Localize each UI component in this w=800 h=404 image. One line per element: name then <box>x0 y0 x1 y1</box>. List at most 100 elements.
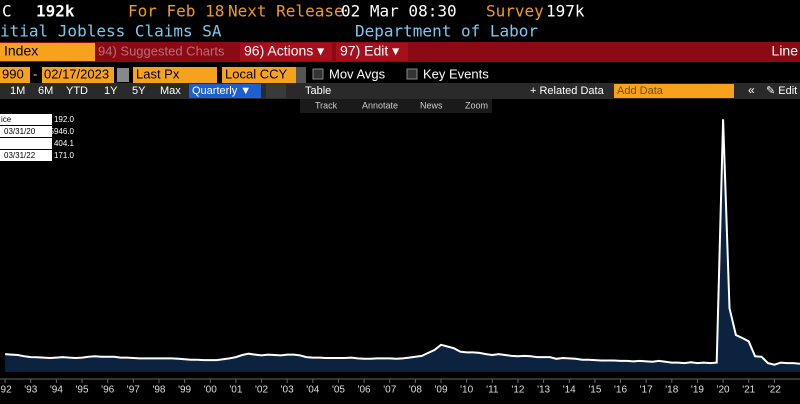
actions-label[interactable]: 96) Actions ▾ <box>244 43 324 59</box>
legend-cell: 192.0 <box>54 115 75 124</box>
checkbox[interactable] <box>406 68 418 80</box>
x-tick-label: '07 <box>383 385 396 396</box>
legend-cell: 404.1 <box>54 139 75 148</box>
x-tick-label: '03 <box>281 385 294 396</box>
field-label[interactable]: Last Px <box>136 66 180 81</box>
x-tick-label: '14 <box>563 385 576 396</box>
for-label: For Feb 18 <box>128 2 224 21</box>
range-button[interactable]: 6M <box>38 85 53 97</box>
tool-button[interactable]: Zoom <box>465 100 488 110</box>
tool-button[interactable]: Track <box>315 100 338 110</box>
legend-row <box>0 114 52 125</box>
x-tick-label: '08 <box>409 385 422 396</box>
x-tick-label: '19 <box>691 385 704 396</box>
range-button[interactable]: YTD <box>66 85 88 97</box>
dropdown-arrow[interactable] <box>296 67 306 83</box>
x-tick-label: '10 <box>460 385 473 396</box>
ticker: C <box>2 2 12 21</box>
legend-row <box>0 126 52 137</box>
chart-icon[interactable] <box>266 84 286 98</box>
collapse-arrows[interactable]: « <box>748 83 755 97</box>
last-value: 192k <box>36 2 75 21</box>
range-button[interactable]: 1M <box>10 85 25 97</box>
legend-cell: 5946.0 <box>50 127 75 136</box>
actions-button[interactable] <box>240 43 332 61</box>
line-label[interactable]: Line <box>772 43 799 59</box>
next-label: Next Release <box>228 2 344 21</box>
x-tick-label: '12 <box>511 385 524 396</box>
tool-button[interactable]: News <box>420 100 443 110</box>
x-tick-label: '93 <box>24 385 37 396</box>
x-tick-label: '97 <box>127 385 140 396</box>
edit-label[interactable]: 97) Edit ▾ <box>340 43 399 59</box>
key-events[interactable]: Key Events <box>423 66 489 81</box>
index-button[interactable] <box>0 43 95 61</box>
edit-button[interactable]: ✎ Edit <box>766 85 797 97</box>
period-label[interactable]: Quarterly ▼ <box>192 85 251 97</box>
suggested-charts[interactable]: 94) Suggested Charts <box>98 43 225 58</box>
tool-button[interactable]: Annotate <box>362 100 398 110</box>
currency-select[interactable] <box>222 67 306 83</box>
field-select[interactable] <box>133 67 217 83</box>
range-button[interactable]: Max <box>160 85 181 97</box>
x-tick-label: '99 <box>178 385 191 396</box>
line <box>5 119 800 366</box>
x-tick-label: '05 <box>332 385 345 396</box>
legend-row <box>52 138 76 149</box>
currency-label[interactable]: Local CCY <box>225 66 287 81</box>
x-tick-label: '02 <box>255 385 268 396</box>
add-data-input[interactable] <box>614 84 734 98</box>
x-tick-label: '11 <box>486 385 499 396</box>
source: Department of Labor <box>355 22 538 41</box>
end-date[interactable]: 02/17/2023 <box>44 66 109 81</box>
x-tick-label: '94 <box>50 385 63 396</box>
start-date[interactable]: 990 <box>2 66 24 81</box>
x-tick-label: '20 <box>717 385 730 396</box>
checkbox[interactable] <box>312 68 324 80</box>
legend-cell: 03/31/20 <box>4 127 36 136</box>
legend-row <box>52 126 76 137</box>
period-select[interactable] <box>189 84 261 98</box>
series-name: itial Jobless Claims SA <box>0 22 222 41</box>
x-tick-label: '06 <box>358 385 371 396</box>
range-button[interactable]: 1Y <box>104 85 118 97</box>
legend-row <box>0 150 52 161</box>
survey-label: Survey <box>486 2 544 21</box>
x-tick-label: '92 <box>0 385 12 396</box>
legend-cell: 03/31/22 <box>4 151 36 160</box>
survey-value: 197k <box>546 2 585 21</box>
index-label[interactable]: Index <box>4 43 38 59</box>
x-tick-label: '98 <box>152 385 165 396</box>
legend-row <box>0 138 52 149</box>
x-tick-label: '04 <box>306 385 319 396</box>
date-dash: - <box>33 66 37 81</box>
x-tick-label: '09 <box>435 385 448 396</box>
end-input[interactable] <box>42 67 114 83</box>
add-data-placeholder[interactable]: Add Data <box>617 85 664 97</box>
x-tick-label: '95 <box>76 385 89 396</box>
calendar-icon[interactable] <box>117 68 129 82</box>
mov-avgs[interactable]: Mov Avgs <box>329 66 386 81</box>
x-tick-label: '96 <box>101 385 114 396</box>
x-tick-label: '00 <box>204 385 217 396</box>
table-button[interactable]: Table <box>305 85 331 97</box>
x-tick-label: '22 <box>768 385 781 396</box>
x-tick-label: '15 <box>588 385 601 396</box>
legend-cell: ice <box>1 115 12 124</box>
related-data[interactable]: + Related Data <box>530 85 605 97</box>
x-tick-label: '01 <box>229 385 242 396</box>
tool-bar <box>300 99 492 113</box>
x-tick-label: '17 <box>640 385 653 396</box>
range-button[interactable]: 5Y <box>132 85 146 97</box>
area <box>5 119 800 372</box>
legend-row <box>52 150 76 161</box>
x-tick-label: '13 <box>537 385 550 396</box>
start-input[interactable] <box>0 67 30 83</box>
legend-cell: 171.0 <box>54 151 75 160</box>
next-date: 02 Mar 08:30 <box>341 2 457 21</box>
legend-row <box>52 114 76 125</box>
edit-button[interactable] <box>336 43 408 61</box>
